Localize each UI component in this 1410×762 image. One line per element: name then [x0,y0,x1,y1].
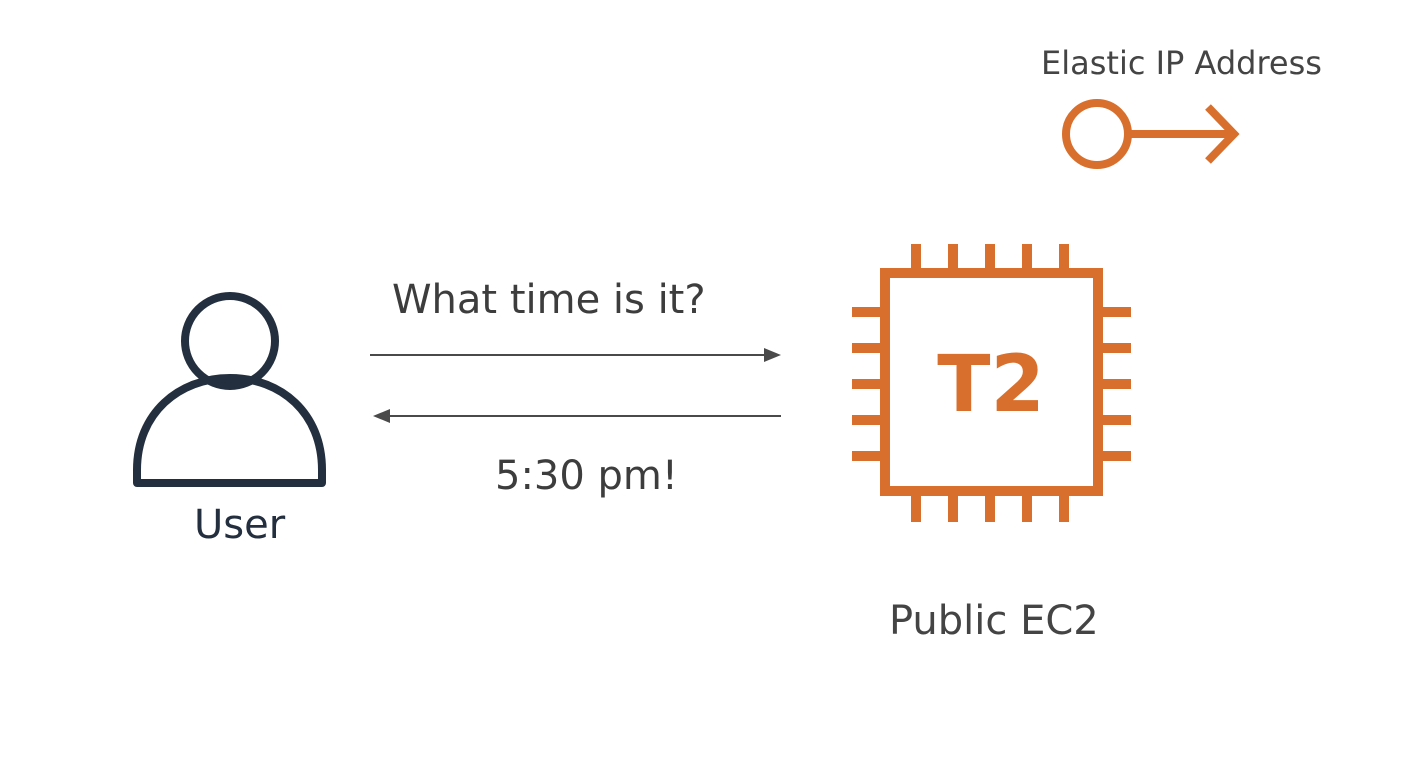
response-arrow [373,409,781,423]
response-label: 5:30 pm! [495,453,678,499]
elastic-ip-label: Elastic IP Address [1041,44,1322,82]
user-icon [133,292,326,487]
ec2-chip-icon: T2 [852,244,1131,522]
chip-pins [852,244,1131,522]
request-label: What time is it? [392,277,706,323]
user-label: User [194,502,286,548]
request-arrow [370,348,781,362]
ec2-label: Public EC2 [889,598,1099,644]
chip-text: T2 [937,340,1044,430]
elastic-ip-icon [1062,99,1240,169]
